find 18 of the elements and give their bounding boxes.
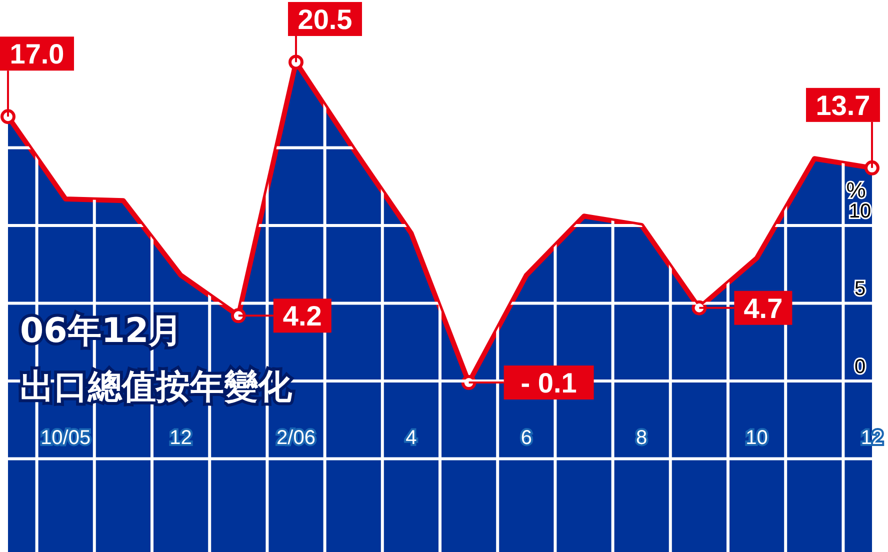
x-tick-label: 4: [406, 427, 417, 449]
y-tick-label: 5: [854, 278, 866, 300]
x-tick-label: 10: [746, 427, 768, 449]
x-tick-label: 12: [860, 427, 884, 449]
x-tick-label: 2/06: [276, 427, 316, 449]
value-label: 20.5: [298, 4, 352, 35]
value-label: 4.7: [744, 292, 783, 324]
x-tick-label: 8: [636, 427, 648, 449]
x-tick-label: 6: [520, 427, 532, 449]
value-label: 4.2: [282, 300, 322, 332]
y-axis-title: %: [846, 177, 866, 202]
x-tick-label: 12: [170, 427, 192, 449]
value-label: - 0.1: [520, 368, 577, 399]
x-tick-label: 10/05: [40, 427, 91, 449]
value-label: 17.0: [10, 38, 64, 70]
y-tick-label: 0: [854, 356, 866, 378]
y-tick-label: 10: [848, 200, 872, 222]
value-label: 13.7: [816, 90, 870, 121]
